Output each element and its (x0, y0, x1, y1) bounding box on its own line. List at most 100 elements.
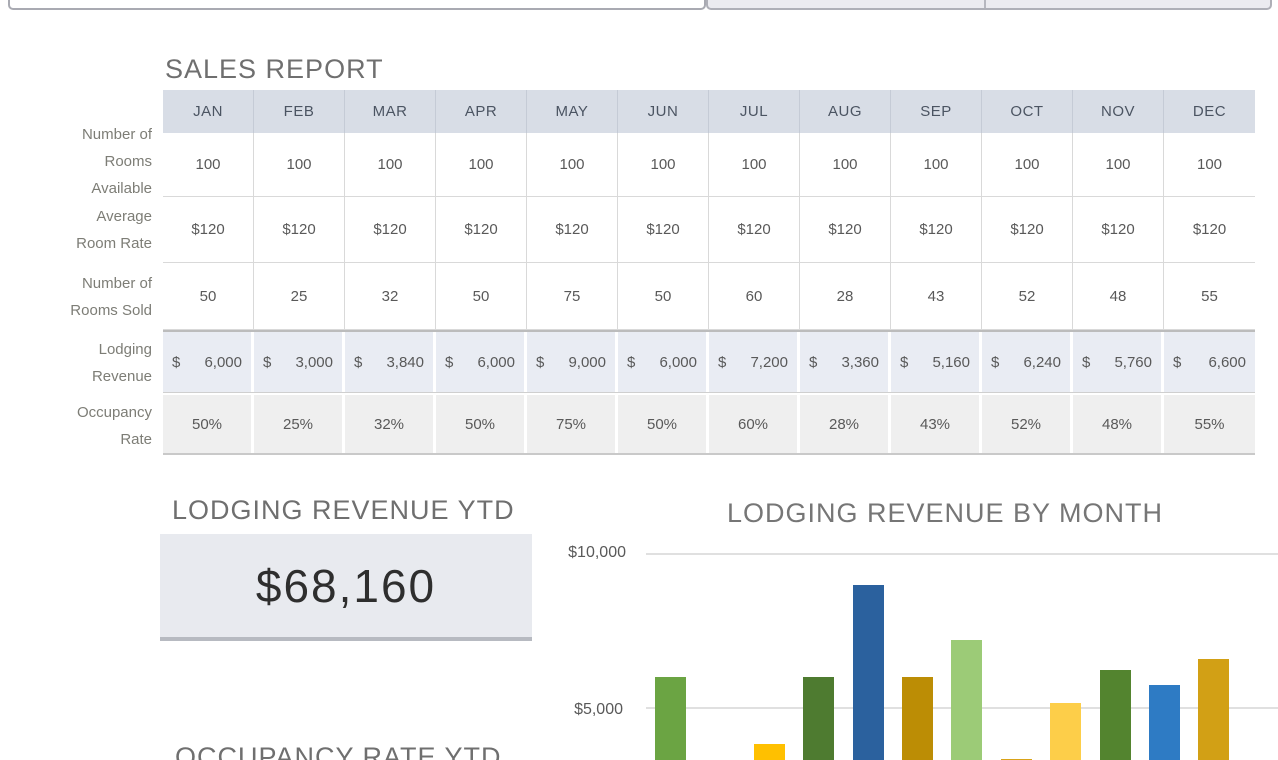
row-label-line: Rooms (104, 153, 152, 170)
row-label-occupancy-rate: Occupancy Rate (77, 399, 152, 453)
table-cell: $3,000 (254, 332, 345, 392)
bar-mar (753, 743, 785, 760)
lodging-revenue-ytd-value: $68,160 (255, 559, 437, 612)
table-cell: $6,000 (618, 332, 709, 392)
row-label-line: Available (91, 180, 152, 196)
amount-value: 3,840 (386, 353, 424, 371)
top-button-group-remnant[interactable] (706, 0, 1272, 10)
amount-value: 7,200 (750, 353, 788, 371)
amount-value: 5,760 (1114, 353, 1152, 371)
table-cell: 100 (527, 133, 618, 197)
table-cell: 32% (345, 395, 436, 453)
row-label-lodging-revenue: Lodging Revenue (92, 336, 152, 390)
amount-value: 3,360 (841, 353, 879, 371)
currency-symbol: $ (536, 353, 545, 371)
table-cell: $6,000 (436, 332, 527, 392)
month-header-cell: SEP (891, 90, 982, 133)
table-cell: 52% (982, 395, 1073, 453)
row-label-line: Average (96, 208, 152, 225)
table-cell: 50% (163, 395, 254, 453)
table-cell: $3,360 (800, 332, 891, 392)
table-cell: 50% (436, 395, 527, 453)
table-cell: 100 (436, 133, 527, 197)
currency-symbol: $ (1173, 353, 1182, 371)
table-cell: $5,160 (891, 332, 982, 392)
table-cell: 100 (618, 133, 709, 197)
row-label-line: Room Rate (76, 235, 152, 252)
bar-dec (1198, 658, 1230, 760)
currency-symbol: $ (445, 353, 454, 371)
table-cell: 100 (800, 133, 891, 197)
currency-symbol: $ (718, 353, 727, 371)
bar-jan (655, 677, 686, 760)
table-cell: $7,200 (709, 332, 800, 392)
table-cell: 43% (891, 395, 982, 453)
month-header-cell: JUN (618, 90, 709, 133)
month-header-cell: JAN (163, 90, 254, 133)
bar-jun (902, 677, 933, 760)
gridline-10000 (646, 553, 1278, 555)
table-cell: 28% (800, 395, 891, 453)
row-label-line: Rooms Sold (70, 302, 152, 319)
table-cell: 100 (1073, 133, 1164, 197)
table-cell: 52 (982, 263, 1073, 330)
table-cell: 100 (1164, 133, 1255, 197)
table-cell: 50% (618, 395, 709, 453)
table-cell: $120 (1073, 197, 1164, 263)
month-header-cell: JUL (709, 90, 800, 133)
amount-value: 6,600 (1208, 353, 1246, 371)
currency-symbol: $ (900, 353, 909, 371)
table-cell: 100 (345, 133, 436, 197)
chart-title: LODGING REVENUE BY MONTH (726, 498, 1164, 528)
row-label-line: Number of (81, 275, 152, 292)
month-header-cell: OCT (982, 90, 1073, 133)
bar-jul (951, 640, 983, 760)
row-label-average-room-rate: Average Room Rate (76, 203, 152, 257)
table-cell: 25 (254, 263, 345, 330)
amount-value: 6,240 (1023, 353, 1061, 371)
sales-report-title: SALES REPORT (165, 54, 384, 84)
table-cell: 100 (982, 133, 1073, 197)
month-header-cell: FEB (254, 90, 345, 133)
table-cell: $6,600 (1164, 332, 1255, 392)
currency-symbol: $ (809, 353, 818, 371)
bar-sep (1050, 703, 1082, 760)
currency-symbol: $ (354, 353, 363, 371)
bar-oct (1099, 669, 1131, 760)
table-cell: 100 (254, 133, 345, 197)
month-header-cell: MAR (345, 90, 436, 133)
y-axis-tick-10000: $10,000 (568, 544, 626, 561)
table-row: $120 $120 $120 $120 $120 $120 $120 $120 $120 $120… (163, 197, 1255, 263)
table-cell: 100 (891, 133, 982, 197)
row-label-line: Number of (81, 126, 152, 143)
table-cell: 28 (800, 263, 891, 330)
month-header-cell: MAY (527, 90, 618, 133)
currency-symbol: $ (627, 353, 636, 371)
top-input-remnant[interactable] (8, 0, 706, 10)
table-cell: 50 (436, 263, 527, 330)
table-cell: $120 (527, 197, 618, 263)
currency-symbol: $ (263, 353, 272, 371)
bar-may (852, 584, 884, 760)
table-cell: $120 (800, 197, 891, 263)
table-cell: $120 (163, 197, 254, 263)
table-cell: 48 (1073, 263, 1164, 330)
sales-report-table: JAN FEB MAR APR MAY JUN JUL AUG SEP OCT NOV DEC 100 1… (163, 90, 1255, 455)
amount-value: 5,160 (932, 353, 970, 371)
occupancy-rate-ytd-title: OCCUPANCY RATE YTD (175, 742, 502, 760)
y-axis-tick-5000: $5,000 (574, 701, 623, 718)
table-cell: 50 (163, 263, 254, 330)
currency-symbol: $ (172, 353, 181, 371)
row-label-rooms-sold: Number of Rooms Sold (70, 270, 152, 324)
bar-aug (1000, 758, 1032, 760)
amount-value: 6,000 (204, 353, 242, 371)
table-cell: $5,760 (1073, 332, 1164, 392)
month-header-cell: NOV (1073, 90, 1164, 133)
amount-value: 9,000 (568, 353, 606, 371)
bar-apr (803, 677, 835, 760)
table-cell: 100 (709, 133, 800, 197)
month-header-cell: DEC (1164, 90, 1255, 133)
month-header-cell: APR (436, 90, 527, 133)
month-header-cell: AUG (800, 90, 891, 133)
